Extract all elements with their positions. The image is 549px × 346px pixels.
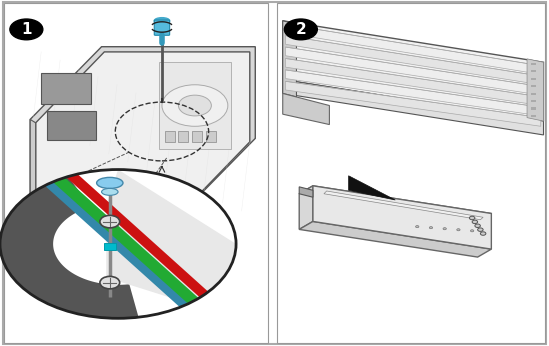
Polygon shape — [527, 59, 544, 121]
Polygon shape — [30, 119, 36, 213]
Circle shape — [480, 232, 486, 235]
Circle shape — [100, 215, 120, 228]
Polygon shape — [285, 81, 541, 126]
Polygon shape — [283, 93, 329, 125]
Polygon shape — [165, 131, 175, 142]
Polygon shape — [313, 186, 491, 249]
Ellipse shape — [154, 18, 170, 24]
Polygon shape — [178, 131, 188, 142]
Circle shape — [178, 95, 211, 116]
Polygon shape — [30, 47, 255, 211]
Bar — [531, 115, 536, 117]
Polygon shape — [159, 62, 231, 149]
Text: 1: 1 — [21, 22, 32, 37]
Circle shape — [469, 216, 475, 220]
Polygon shape — [299, 221, 491, 257]
Bar — [4, 3, 268, 343]
Polygon shape — [0, 176, 138, 318]
Polygon shape — [52, 160, 231, 317]
Polygon shape — [206, 131, 216, 142]
Polygon shape — [283, 21, 544, 121]
Bar — [531, 108, 536, 110]
Polygon shape — [41, 190, 66, 204]
Polygon shape — [107, 170, 236, 318]
Circle shape — [472, 220, 478, 224]
Polygon shape — [299, 186, 491, 221]
Ellipse shape — [102, 188, 118, 195]
Polygon shape — [30, 211, 184, 213]
Bar — [277, 3, 545, 343]
Circle shape — [0, 170, 236, 318]
Circle shape — [100, 276, 120, 289]
FancyBboxPatch shape — [104, 243, 116, 250]
Bar — [531, 93, 536, 95]
Polygon shape — [324, 191, 483, 220]
Circle shape — [416, 226, 419, 228]
Circle shape — [284, 19, 317, 40]
Circle shape — [429, 227, 433, 229]
Polygon shape — [41, 73, 91, 104]
Bar — [531, 100, 536, 102]
Polygon shape — [283, 80, 544, 135]
Polygon shape — [349, 176, 395, 200]
Polygon shape — [77, 190, 102, 204]
Circle shape — [10, 19, 43, 40]
Circle shape — [470, 230, 474, 232]
Polygon shape — [31, 170, 209, 326]
Polygon shape — [285, 36, 541, 85]
Text: 2: 2 — [295, 22, 306, 37]
Circle shape — [457, 229, 460, 231]
Polygon shape — [285, 58, 541, 106]
Polygon shape — [113, 190, 137, 204]
Circle shape — [475, 224, 480, 228]
Bar — [531, 78, 536, 80]
Polygon shape — [299, 186, 313, 229]
Circle shape — [443, 228, 446, 230]
Polygon shape — [36, 52, 250, 213]
Polygon shape — [47, 111, 96, 140]
Polygon shape — [285, 24, 541, 74]
Polygon shape — [192, 131, 202, 142]
Bar — [531, 70, 536, 72]
Polygon shape — [285, 47, 541, 95]
Polygon shape — [285, 70, 541, 116]
Bar — [531, 63, 536, 65]
FancyBboxPatch shape — [154, 20, 170, 35]
Polygon shape — [38, 165, 220, 323]
Ellipse shape — [97, 177, 123, 189]
Circle shape — [162, 85, 228, 126]
Bar — [531, 85, 536, 87]
Polygon shape — [283, 21, 296, 97]
Polygon shape — [299, 187, 313, 197]
Circle shape — [478, 228, 483, 231]
